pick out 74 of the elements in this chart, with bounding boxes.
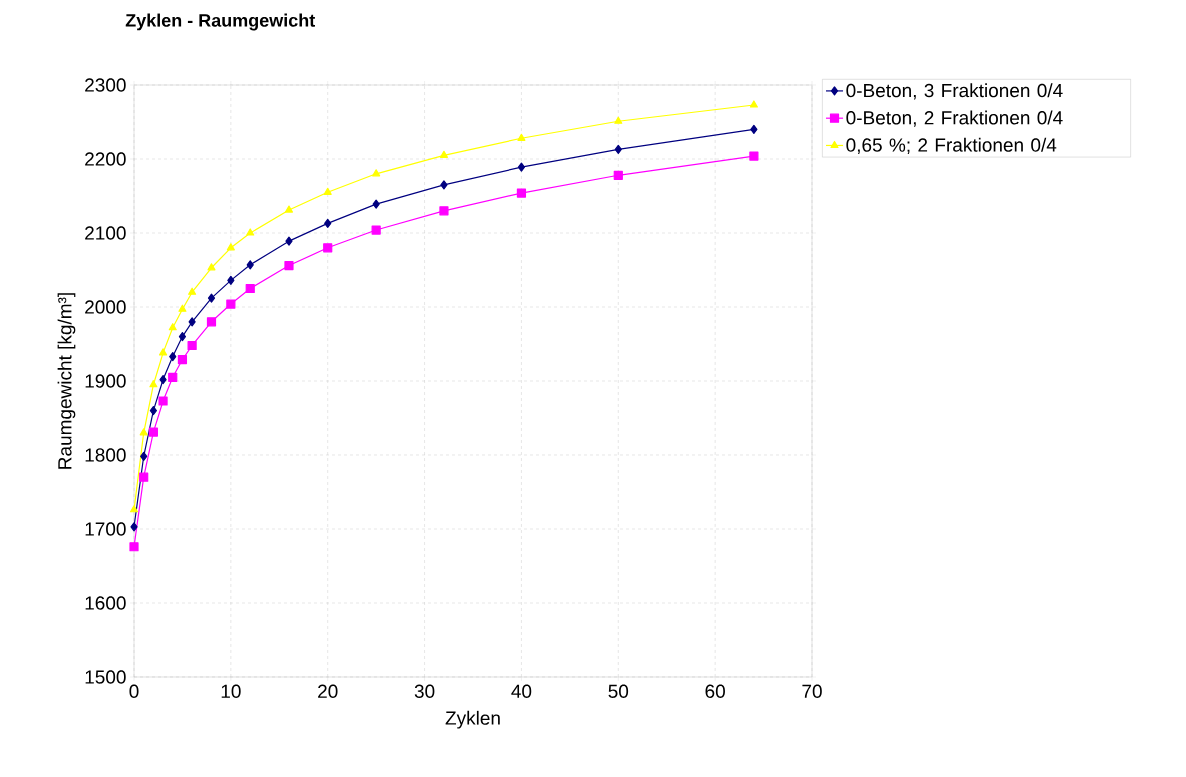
y-tick-label: 2000: [85, 300, 126, 314]
point: [323, 187, 332, 195]
point: [517, 133, 526, 141]
point: [177, 354, 188, 365]
x-tick-label: 50: [608, 684, 629, 698]
legend-label: 0-Beton, 3 Fraktionen 0/4: [846, 83, 1063, 100]
point: [129, 542, 139, 552]
x-tick-label: 0: [129, 684, 139, 698]
point: [372, 169, 381, 177]
point: [206, 317, 217, 327]
point: [227, 275, 235, 285]
x-tick-label: 70: [802, 684, 822, 698]
point: [168, 372, 178, 382]
point: [140, 451, 148, 462]
point: [516, 188, 527, 198]
y-tick-label: 2200: [85, 152, 126, 166]
point: [439, 206, 449, 216]
point: [207, 293, 216, 303]
point: [614, 116, 623, 124]
point: [439, 150, 449, 158]
x-tick-label: 10: [221, 684, 241, 698]
point: [149, 406, 157, 416]
point: [188, 287, 197, 295]
x-tick-label: 30: [414, 684, 435, 698]
y-tick-label: 2300: [85, 78, 126, 92]
x-axis-title: Zyklen: [445, 710, 500, 729]
point: [517, 162, 526, 172]
point: [226, 299, 236, 309]
point: [372, 199, 380, 209]
point: [158, 348, 168, 356]
point: [139, 428, 148, 436]
y-tick-label: 2100: [85, 226, 126, 240]
legend-label: 0,65 %; 2 Fraktionen 0/4: [846, 137, 1057, 155]
point: [749, 151, 759, 161]
point: [178, 332, 187, 342]
point: [245, 283, 255, 294]
x-tick-label: 60: [705, 684, 725, 698]
point: [207, 263, 216, 271]
point: [285, 236, 293, 246]
y-tick-label: 1500: [85, 670, 126, 684]
y-axis-title: Raumgewicht [kg/m³]: [57, 293, 76, 469]
y-tick-label: 1900: [85, 374, 126, 388]
point: [613, 170, 623, 180]
point: [284, 260, 294, 271]
point: [614, 144, 622, 154]
point: [440, 180, 448, 190]
point: [159, 374, 167, 385]
point: [371, 225, 381, 235]
point: [284, 205, 294, 213]
point: [226, 243, 235, 251]
point: [148, 427, 158, 437]
point: [149, 380, 158, 388]
y-tick-label: 1800: [85, 448, 126, 462]
point: [129, 505, 139, 513]
point: [178, 304, 187, 312]
point: [246, 260, 254, 270]
point: [130, 522, 138, 532]
point: [246, 228, 255, 236]
point: [323, 243, 333, 253]
point: [749, 100, 758, 108]
y-tick-label: 1600: [85, 596, 126, 610]
point: [324, 218, 332, 228]
y-tick-label: 1700: [85, 522, 126, 536]
point: [169, 351, 177, 362]
point: [168, 323, 177, 331]
point: [188, 317, 196, 327]
point: [158, 396, 168, 406]
chart-title: Zyklen - Raumgewicht: [125, 13, 316, 31]
point: [750, 124, 758, 134]
point: [187, 340, 197, 351]
x-tick-label: 20: [318, 684, 338, 698]
x-tick-label: 40: [511, 684, 532, 698]
legend-label: 0-Beton, 2 Fraktionen 0/4: [846, 110, 1063, 127]
point: [139, 472, 149, 482]
